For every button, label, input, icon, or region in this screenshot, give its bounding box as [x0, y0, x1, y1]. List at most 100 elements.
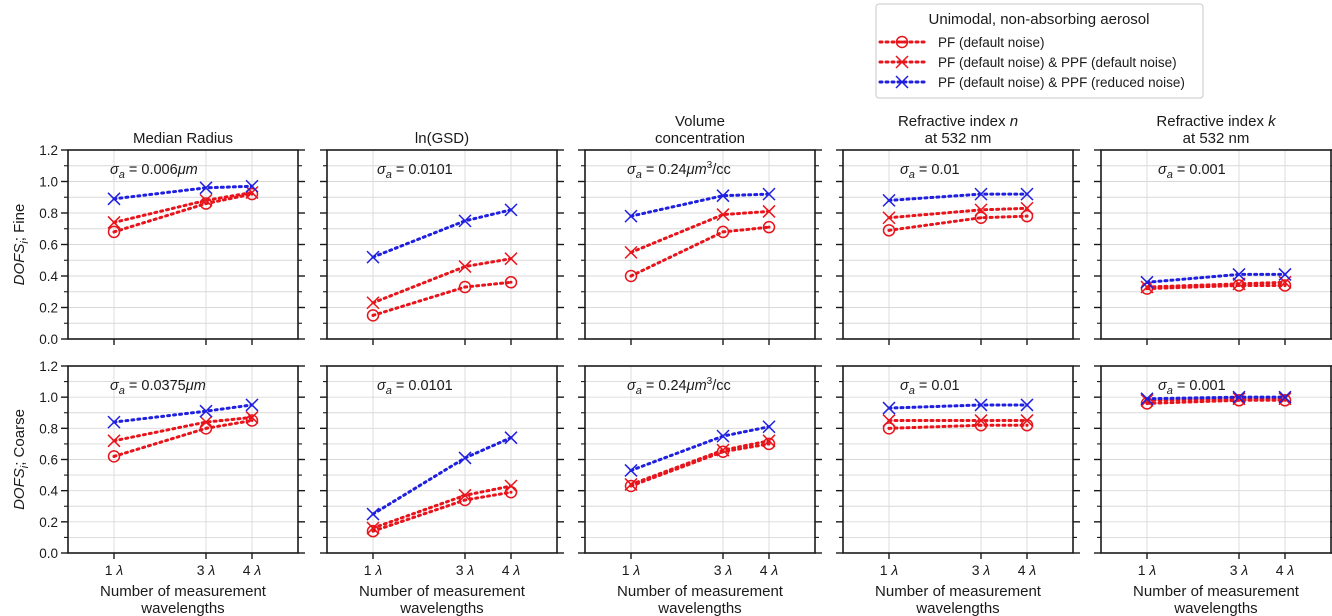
y-tick-label: 1.0 [39, 390, 58, 405]
y-tick-label: 0.2 [39, 515, 58, 530]
data-point [1232, 267, 1246, 281]
series-line [371, 490, 513, 533]
data-point [1020, 414, 1034, 428]
series-2 [882, 398, 1034, 415]
column-title: ln(GSD) [415, 130, 469, 147]
data-point [974, 187, 988, 201]
data-point [974, 203, 988, 217]
series-0 [366, 485, 518, 538]
data-point [1278, 279, 1292, 292]
x-axis-label-line2: wavelengths [140, 600, 224, 616]
y-ticks [578, 149, 822, 340]
data-point [199, 415, 213, 429]
data-point [366, 296, 380, 310]
series-line [371, 280, 513, 317]
data-point [504, 276, 518, 289]
data-point [882, 224, 896, 237]
y-tick-label: 0.0 [39, 546, 58, 561]
data-point [882, 414, 896, 428]
y-tick-label: 0.0 [39, 332, 58, 347]
y-ticks [61, 149, 305, 340]
series-line [629, 442, 771, 488]
gridlines [843, 365, 1073, 554]
column-title-line2: at 532 nm [1183, 130, 1250, 147]
column-title-line1: Refractive index n [898, 113, 1018, 130]
gridlines [585, 149, 815, 340]
y-tick-label: 0.2 [39, 301, 58, 316]
series-2 [107, 398, 259, 429]
sigma-annotation: σa = 0.0375μm [110, 378, 206, 397]
y-ticks [836, 149, 1080, 340]
x-tick-label: 4 λ [1018, 562, 1037, 578]
series-line [371, 208, 513, 259]
series-line [629, 439, 771, 486]
y-tick-label: 0.8 [39, 206, 58, 221]
x-tick-label: 3 λ [972, 562, 991, 578]
x-tick-label: 1 λ [622, 562, 641, 578]
data-point [245, 398, 259, 412]
panel-0-0: 0.0 0.2 0.4 0.6 0.8 1.0 1.2 σa = 0.006μm [39, 143, 305, 347]
data-point [199, 193, 213, 207]
series-1 [882, 201, 1034, 225]
gridlines [327, 365, 557, 554]
data-point [245, 410, 259, 424]
data-point [716, 443, 730, 457]
data-point [199, 197, 213, 210]
data-point [504, 479, 518, 493]
data-point [1278, 392, 1292, 406]
legend-marker [895, 55, 909, 69]
data-point [366, 521, 380, 535]
series-2 [624, 187, 776, 223]
series-1 [107, 185, 259, 229]
x-axis-label-line2: wavelengths [399, 600, 483, 616]
data-point [1140, 393, 1154, 407]
data-point [882, 401, 896, 415]
panel-1-4: 1 λ 3 λ 4 λ σa = 0.001 Number of measurement… [1094, 365, 1332, 616]
data-point [1278, 267, 1292, 281]
series-0 [624, 220, 776, 283]
data-point [624, 209, 638, 223]
panel-0-2: σa = 0.24μm3/cc [578, 149, 822, 345]
sigma-annotation: σa = 0.01 [900, 378, 960, 397]
data-point [624, 269, 638, 283]
gridlines [68, 149, 298, 340]
x-tick-label: 4 λ [760, 562, 779, 578]
x-tick-label: 1 λ [880, 562, 899, 578]
data-point [762, 204, 776, 218]
data-point [1232, 277, 1246, 291]
y-axis-label: DOFSi; Fine [11, 204, 31, 286]
data-point [1140, 280, 1154, 294]
series-0 [882, 209, 1034, 237]
data-point [245, 179, 259, 193]
sigma-annotation: σa = 0.006μm [110, 162, 198, 181]
y-tick-label: 1.2 [39, 359, 58, 374]
y-tick-label: 1.2 [39, 143, 58, 158]
x-axis-label-line2: wavelengths [915, 600, 999, 616]
data-point [624, 245, 638, 259]
data-point [974, 211, 988, 224]
series-1 [624, 434, 776, 491]
data-point [107, 215, 121, 229]
data-point [1020, 209, 1034, 223]
x-tick-label: 4 λ [1276, 562, 1295, 578]
x-tick-label: 3 λ [456, 562, 475, 578]
y-tick-label: 1.0 [39, 175, 58, 190]
y-ticks [320, 149, 564, 340]
y-tick-label: 0.6 [39, 453, 58, 468]
column-title-line1: Volume [675, 113, 725, 130]
data-point [974, 414, 988, 428]
data-point [624, 463, 638, 477]
data-point [199, 181, 213, 195]
series-line [629, 225, 771, 278]
data-point [366, 507, 380, 521]
x-tick-label: 1 λ [1138, 562, 1157, 578]
series-line [887, 214, 1029, 232]
series-0 [107, 187, 259, 239]
data-point [458, 488, 472, 502]
gridlines [843, 149, 1073, 340]
column-title-line2: at 532 nm [925, 130, 992, 147]
data-point [882, 211, 896, 225]
panel-1-1: 1 λ 3 λ 4 λ σa = 0.0101 Number of measuremen… [320, 365, 564, 616]
